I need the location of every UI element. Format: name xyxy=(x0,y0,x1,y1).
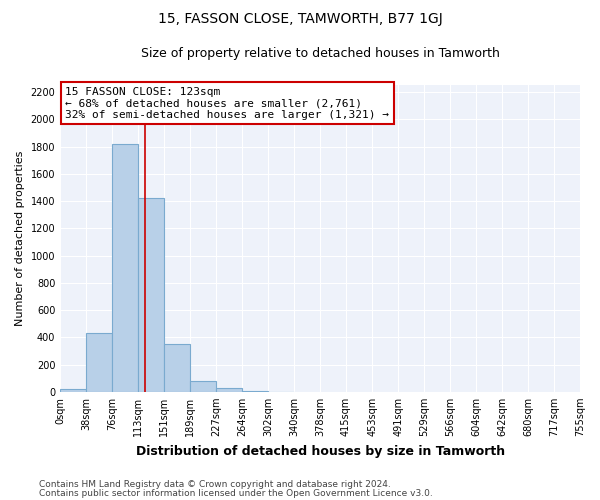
Text: Contains HM Land Registry data © Crown copyright and database right 2024.: Contains HM Land Registry data © Crown c… xyxy=(39,480,391,489)
Bar xyxy=(190,381,217,392)
Text: Contains public sector information licensed under the Open Government Licence v3: Contains public sector information licen… xyxy=(39,488,433,498)
Y-axis label: Number of detached properties: Number of detached properties xyxy=(15,151,25,326)
Bar xyxy=(217,388,242,392)
Title: Size of property relative to detached houses in Tamworth: Size of property relative to detached ho… xyxy=(140,48,500,60)
Bar xyxy=(242,391,268,392)
X-axis label: Distribution of detached houses by size in Tamworth: Distribution of detached houses by size … xyxy=(136,444,505,458)
Bar xyxy=(60,389,86,392)
Bar xyxy=(112,144,138,392)
Bar xyxy=(138,198,164,392)
Bar xyxy=(164,344,190,392)
Text: 15 FASSON CLOSE: 123sqm
← 68% of detached houses are smaller (2,761)
32% of semi: 15 FASSON CLOSE: 123sqm ← 68% of detache… xyxy=(65,87,389,120)
Bar xyxy=(86,333,112,392)
Text: 15, FASSON CLOSE, TAMWORTH, B77 1GJ: 15, FASSON CLOSE, TAMWORTH, B77 1GJ xyxy=(158,12,442,26)
